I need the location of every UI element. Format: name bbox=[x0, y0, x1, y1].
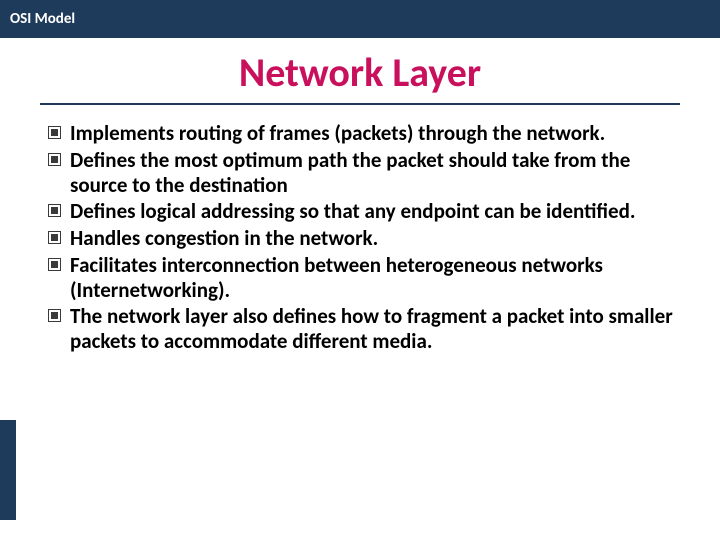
bullet-item: Defines logical addressing so that any e… bbox=[48, 199, 680, 224]
bullet-square-icon bbox=[48, 204, 61, 217]
bullet-item: Handles congestion in the network. bbox=[48, 226, 680, 251]
bullet-text: Implements routing of frames (packets) t… bbox=[70, 120, 605, 146]
slide: OSI Model Network Layer Implements routi… bbox=[0, 0, 720, 540]
bullet-text: Facilitates interconnection between hete… bbox=[70, 252, 603, 303]
bullet-square-icon bbox=[48, 309, 61, 322]
header-label: OSI Model bbox=[10, 10, 75, 28]
bullet-list: Implements routing of frames (packets) t… bbox=[48, 121, 680, 354]
bullet-square-icon bbox=[48, 153, 61, 166]
body-area: Implements routing of frames (packets) t… bbox=[0, 105, 720, 354]
title-area: Network Layer bbox=[0, 38, 720, 103]
bullet-square-icon bbox=[48, 126, 61, 139]
bullet-text: Handles congestion in the network. bbox=[70, 225, 378, 251]
bullet-item: Facilitates interconnection between hete… bbox=[48, 253, 680, 303]
slide-title: Network Layer bbox=[0, 48, 720, 97]
bullet-item: The network layer also defines how to fr… bbox=[48, 304, 680, 354]
bullet-item: Implements routing of frames (packets) t… bbox=[48, 121, 680, 146]
bullet-square-icon bbox=[48, 231, 61, 244]
bullet-square-icon bbox=[48, 258, 61, 271]
header-bar: OSI Model bbox=[0, 0, 720, 38]
bullet-text: The network layer also defines how to fr… bbox=[70, 303, 673, 354]
left-accent-stub bbox=[0, 420, 16, 520]
bullet-text: Defines the most optimum path the packet… bbox=[70, 147, 630, 198]
bullet-item: Defines the most optimum path the packet… bbox=[48, 148, 680, 198]
bullet-text: Defines logical addressing so that any e… bbox=[70, 198, 635, 224]
